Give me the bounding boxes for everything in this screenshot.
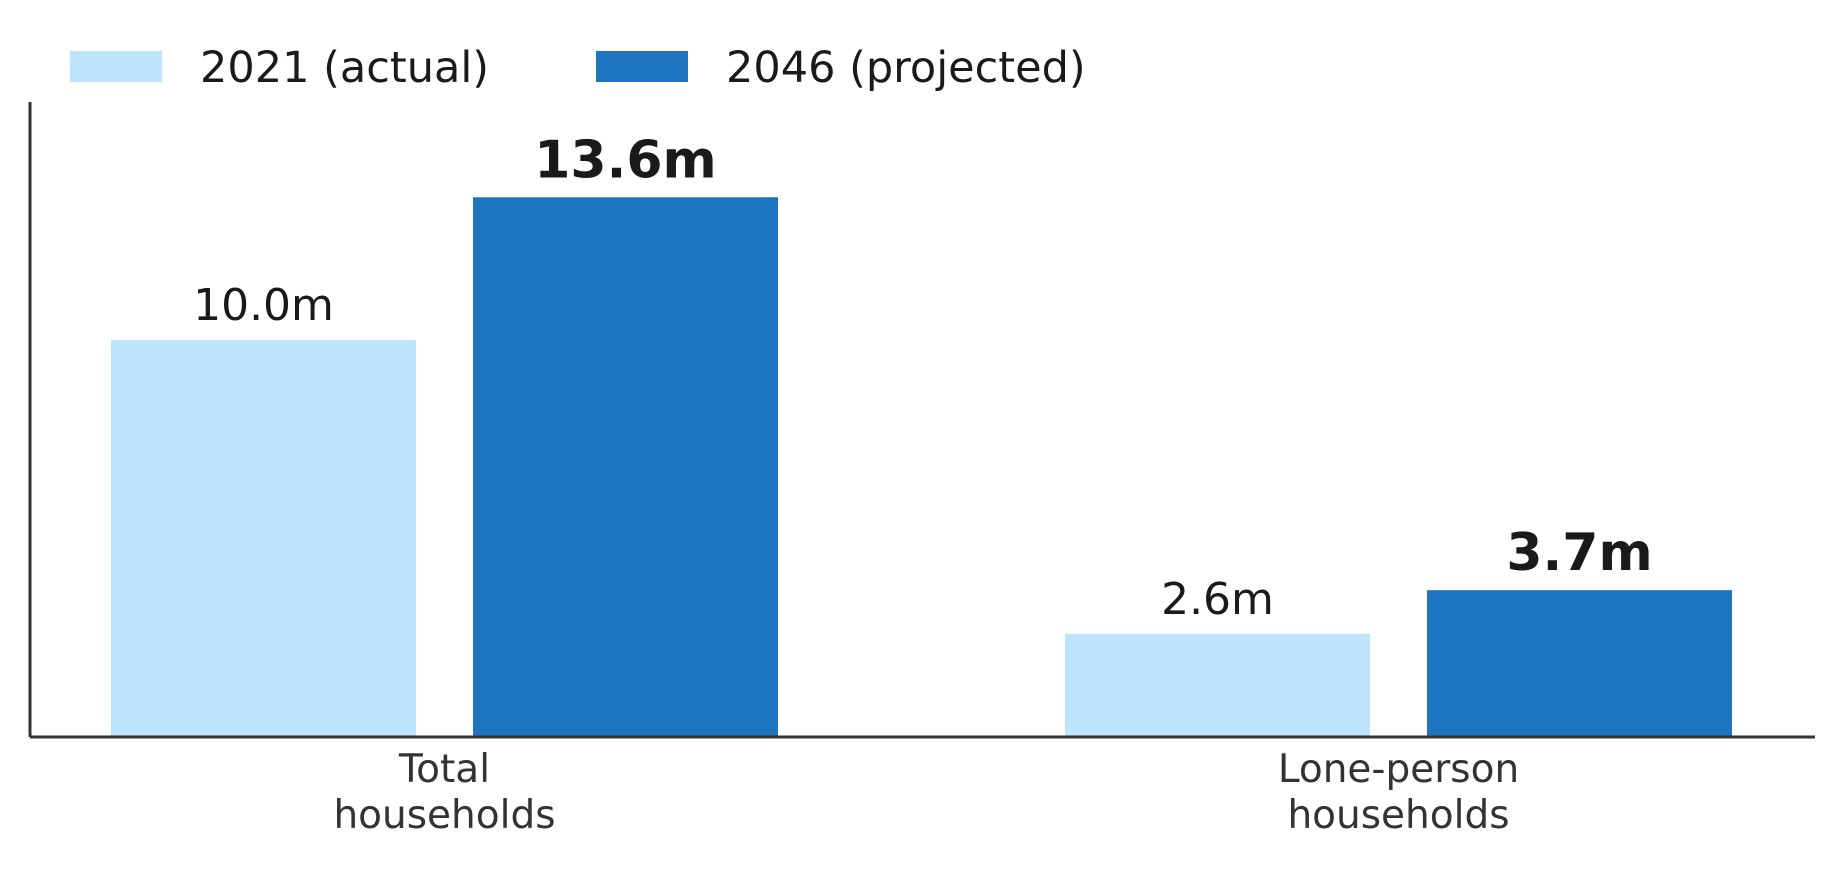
value-label-1-2: 13.6m bbox=[534, 130, 716, 190]
category-labels-group: Total households Lone-person households bbox=[333, 747, 1519, 838]
bar-2-1 bbox=[1065, 633, 1370, 737]
category-label-2: Lone-person households bbox=[1278, 747, 1519, 838]
bar-1-1 bbox=[111, 340, 416, 737]
legend-swatch-2 bbox=[596, 51, 688, 82]
category-label-1: Total households bbox=[333, 747, 555, 838]
value-label-2-2: 3.7m bbox=[1506, 523, 1652, 583]
legend: 2021 (actual) 2046 (projected) bbox=[70, 43, 1086, 93]
value-label-1-1: 10.0m bbox=[193, 280, 334, 331]
legend-swatch-1 bbox=[70, 51, 162, 82]
legend-label-1: 2021 (actual) bbox=[200, 43, 489, 93]
legend-label-2: 2046 (projected) bbox=[726, 43, 1086, 93]
value-label-2-1: 2.6m bbox=[1161, 574, 1274, 625]
bar-1-2 bbox=[473, 197, 778, 737]
value-labels-group: 10.0m 13.6m 2.6m 3.7m bbox=[193, 130, 1653, 625]
bars-group bbox=[111, 197, 1732, 737]
bar-2-2 bbox=[1427, 590, 1732, 737]
